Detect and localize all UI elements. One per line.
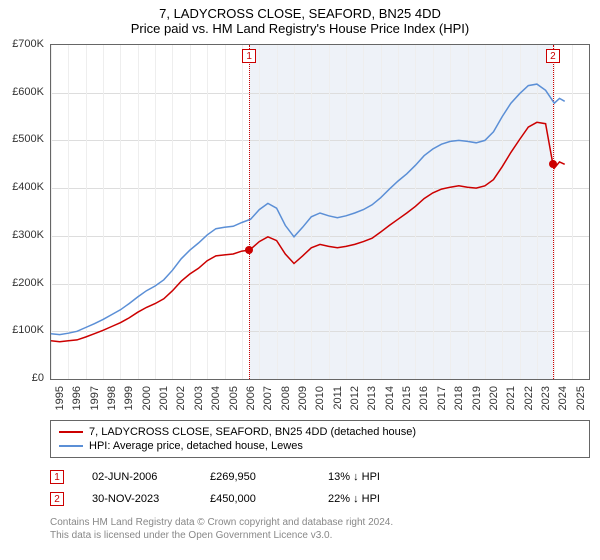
- y-tick-label: £0: [32, 372, 44, 384]
- x-tick-label: 2008: [280, 386, 292, 410]
- legend-item: 7, LADYCROSS CLOSE, SEAFORD, BN25 4DD (d…: [59, 425, 581, 439]
- legend-swatch: [59, 445, 83, 447]
- data-dot: [245, 246, 253, 254]
- transaction-rows: 1 02-JUN-2006 £269,950 13% ↓ HPI 2 30-NOV-202…: [50, 466, 590, 510]
- x-tick-label: 2019: [471, 386, 483, 410]
- x-tick-label: 2025: [575, 386, 587, 410]
- y-tick-label: £100K: [12, 324, 44, 336]
- legend-label: HPI: Average price, detached house, Lewe…: [89, 440, 303, 452]
- x-tick-label: 2022: [523, 386, 535, 410]
- chart-plot-area: 12: [50, 44, 590, 380]
- transaction-row: 2 30-NOV-2023 £450,000 22% ↓ HPI: [50, 488, 590, 510]
- x-tick-label: 2004: [210, 386, 222, 410]
- line-series: [51, 45, 589, 379]
- x-tick-label: 2017: [436, 386, 448, 410]
- x-tick-label: 2015: [401, 386, 413, 410]
- footer-line-2: This data is licensed under the Open Gov…: [50, 529, 590, 542]
- chart-title: 7, LADYCROSS CLOSE, SEAFORD, BN25 4DD: [0, 0, 600, 21]
- data-dot: [549, 160, 557, 168]
- footer-line-1: Contains HM Land Registry data © Crown c…: [50, 516, 590, 529]
- x-tick-label: 2009: [297, 386, 309, 410]
- x-tick-label: 1998: [106, 386, 118, 410]
- transaction-marker: 1: [50, 470, 64, 484]
- x-tick-label: 1996: [71, 386, 83, 410]
- y-tick-label: £700K: [12, 38, 44, 50]
- x-tick-label: 2007: [262, 386, 274, 410]
- x-tick-label: 2014: [384, 386, 396, 410]
- series-line: [51, 84, 565, 335]
- x-tick-label: 2023: [540, 386, 552, 410]
- legend-item: HPI: Average price, detached house, Lewe…: [59, 439, 581, 453]
- x-axis-labels: 1995 1996 1997 1998 1999 2000 2001 2002 2003 2004…: [50, 382, 590, 418]
- transaction-marker: 2: [50, 492, 64, 506]
- x-tick-label: 2013: [366, 386, 378, 410]
- x-tick-label: 2010: [314, 386, 326, 410]
- transaction-price: £450,000: [210, 493, 300, 505]
- transaction-vs-hpi: 13% ↓ HPI: [328, 471, 418, 483]
- transaction-date: 30-NOV-2023: [92, 493, 182, 505]
- x-tick-label: 2018: [453, 386, 465, 410]
- x-tick-label: 2001: [158, 386, 170, 410]
- x-tick-label: 2011: [332, 386, 344, 410]
- x-tick-label: 1995: [54, 386, 66, 410]
- x-tick-label: 1999: [123, 386, 135, 410]
- marker-badge: 1: [242, 49, 256, 63]
- y-tick-label: £600K: [12, 86, 44, 98]
- marker-badge: 2: [546, 49, 560, 63]
- legend-label: 7, LADYCROSS CLOSE, SEAFORD, BN25 4DD (d…: [89, 426, 416, 438]
- x-tick-label: 2016: [418, 386, 430, 410]
- x-tick-label: 2024: [557, 386, 569, 410]
- y-axis-labels: £0£100K£200K£300K£400K£500K£600K£700K: [0, 44, 48, 380]
- footer-attribution: Contains HM Land Registry data © Crown c…: [50, 516, 590, 542]
- x-tick-label: 2002: [175, 386, 187, 410]
- x-tick-label: 2005: [228, 386, 240, 410]
- transaction-vs-hpi: 22% ↓ HPI: [328, 493, 418, 505]
- legend: 7, LADYCROSS CLOSE, SEAFORD, BN25 4DD (d…: [50, 420, 590, 458]
- x-tick-label: 2006: [245, 386, 257, 410]
- y-tick-label: £400K: [12, 181, 44, 193]
- x-tick-label: 2021: [505, 386, 517, 410]
- x-tick-label: 2003: [193, 386, 205, 410]
- x-tick-label: 2020: [488, 386, 500, 410]
- x-tick-label: 2012: [349, 386, 361, 410]
- transaction-row: 1 02-JUN-2006 £269,950 13% ↓ HPI: [50, 466, 590, 488]
- chart-subtitle: Price paid vs. HM Land Registry's House …: [0, 21, 600, 40]
- legend-swatch: [59, 431, 83, 433]
- y-tick-label: £200K: [12, 277, 44, 289]
- transaction-date: 02-JUN-2006: [92, 471, 182, 483]
- y-tick-label: £500K: [12, 133, 44, 145]
- x-tick-label: 1997: [89, 386, 101, 410]
- y-tick-label: £300K: [12, 229, 44, 241]
- x-tick-label: 2000: [141, 386, 153, 410]
- series-line: [51, 122, 565, 341]
- transaction-price: £269,950: [210, 471, 300, 483]
